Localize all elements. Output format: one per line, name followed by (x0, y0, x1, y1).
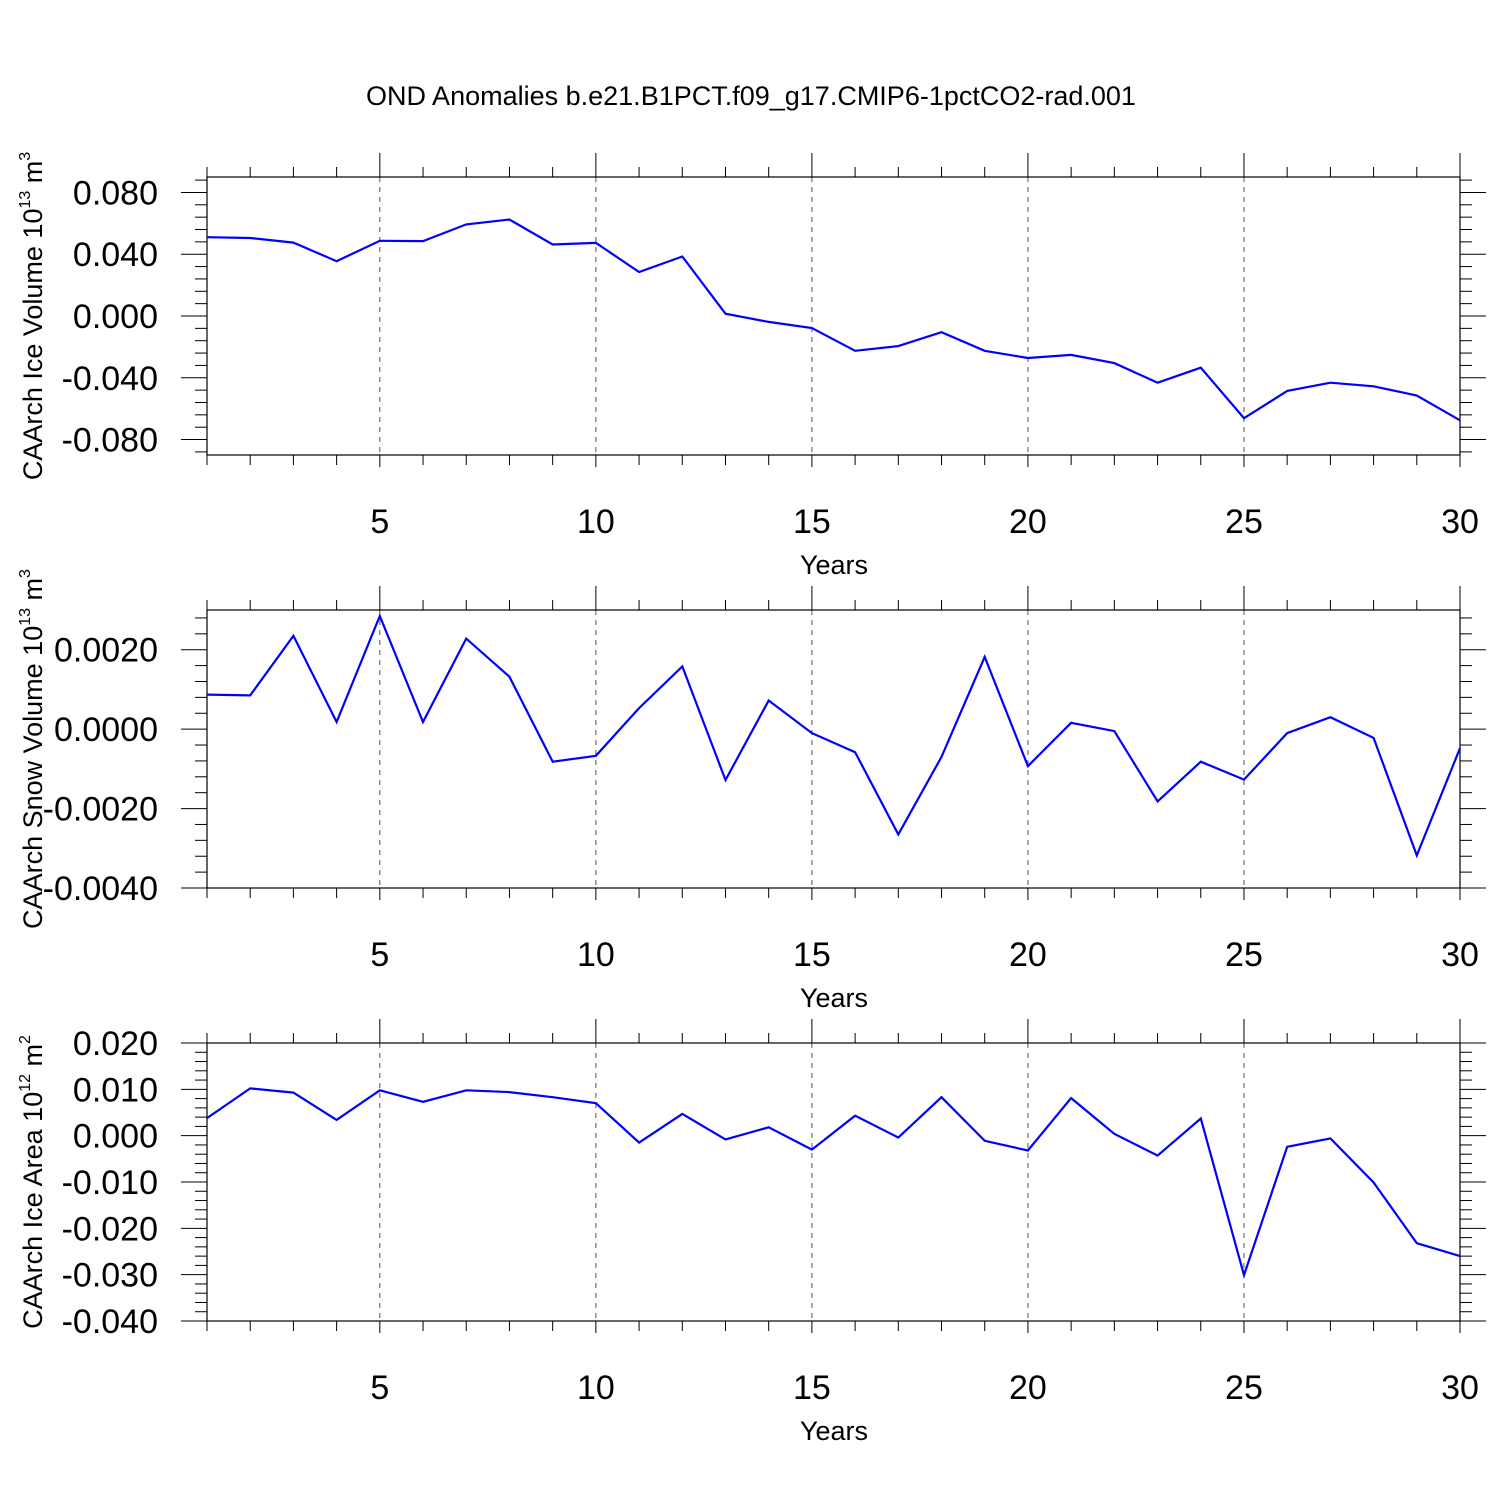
y-tick-label: 0.020 (73, 1025, 158, 1063)
x-tick-label: 30 (1441, 936, 1479, 974)
y-tick-label: 0.040 (73, 236, 158, 274)
x-tick-label: 20 (1009, 936, 1047, 974)
chart-panel-3: 0.020 0.010 0.000 -0.010 -0.020 -0.030 -0.040 5… (17, 1019, 1486, 1446)
plot-frame (206, 176, 1461, 456)
x-axis-title: Years (800, 550, 868, 580)
y-tick-label: 0.000 (73, 1118, 158, 1156)
x-tick-label: 10 (577, 1369, 615, 1407)
x-tick-label: 25 (1225, 503, 1263, 541)
y-tick-label: -0.0040 (43, 870, 158, 908)
x-tick-label: 10 (577, 503, 615, 541)
series-line (206, 218, 1461, 422)
y-tick-label: 0.080 (73, 174, 158, 212)
x-tick-label: 20 (1009, 1369, 1047, 1407)
y-tick-label: -0.010 (62, 1164, 158, 1202)
x-tick-label: 5 (370, 936, 389, 974)
series-line (206, 1087, 1461, 1279)
x-tick-label: 5 (370, 503, 389, 541)
series-line (206, 613, 1462, 859)
x-tick-label: 30 (1441, 1369, 1479, 1407)
y-tick-label: -0.0020 (43, 791, 158, 829)
x-tick-label: 15 (793, 936, 831, 974)
x-tick-label: 10 (577, 936, 615, 974)
x-axis-title: Years (800, 983, 868, 1013)
x-tick-label: 25 (1225, 936, 1263, 974)
x-tick-label: 25 (1225, 1369, 1263, 1407)
chart-panel-1: 0.080 0.040 0.000 -0.040 -0.080 5 10 15 20 25 30 Ye… (17, 152, 1486, 580)
y-tick-label: 0.010 (73, 1071, 158, 1109)
y-axis-title: CAArch Ice Volume 1013 m3 (17, 152, 48, 480)
y-tick-label: 0.0000 (54, 711, 158, 749)
x-tick-label: 5 (370, 1369, 389, 1407)
y-tick-label: -0.040 (62, 1303, 158, 1341)
plot-frame (206, 1042, 1461, 1322)
y-tick-label: -0.080 (62, 422, 158, 460)
x-tick-label: 15 (793, 503, 831, 541)
y-tick-label: -0.030 (62, 1257, 158, 1295)
y-tick-label: -0.020 (62, 1210, 158, 1248)
y-tick-label: -0.040 (62, 360, 158, 398)
y-tick-label: 0.0020 (54, 632, 158, 670)
y-tick-label: 0.000 (73, 298, 158, 336)
y-axis-title: CAArch Snow Volume 1013 m3 (17, 569, 48, 929)
x-tick-label: 20 (1009, 503, 1047, 541)
figure-title: OND Anomalies b.e21.B1PCT.f09_g17.CMIP6-… (366, 81, 1136, 111)
y-axis-title: CAArch Ice Area 1012 m2 (17, 1035, 48, 1329)
x-tick-label: 30 (1441, 503, 1479, 541)
chart-panel-2: 0.0020 0.0000 -0.0020 -0.0040 5 10 15 20 25 30 Yea… (17, 569, 1486, 1013)
x-axis-title: Years (800, 1416, 868, 1446)
x-tick-label: 15 (793, 1369, 831, 1407)
